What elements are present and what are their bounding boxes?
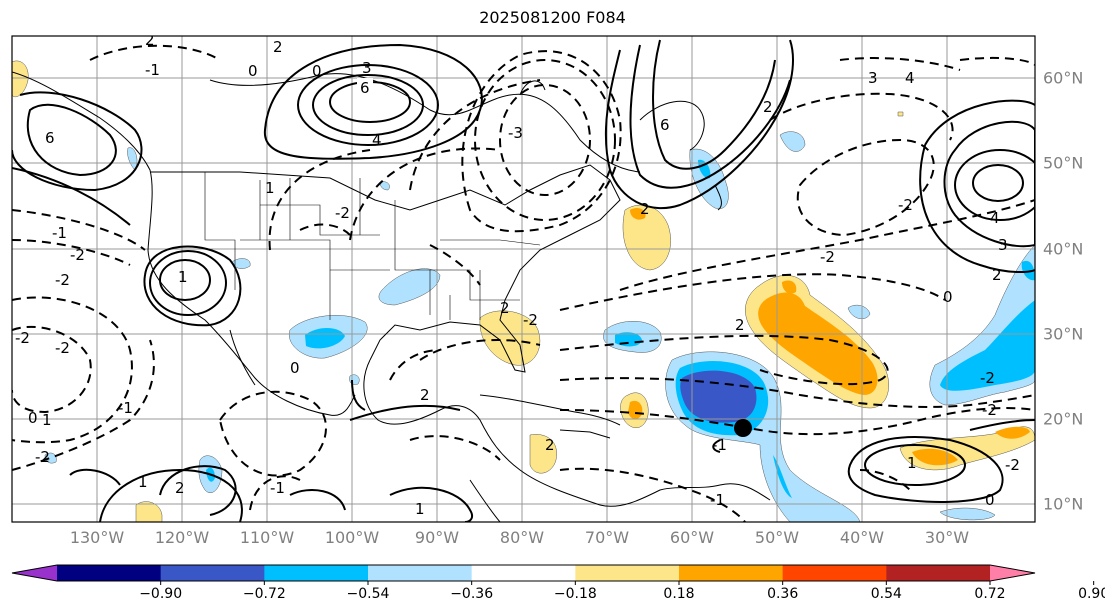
contour-label: -2 [35,448,50,466]
colorbar-tick-label: −0.90 [139,586,183,602]
contour-label: 0 [312,62,322,80]
state-borders [204,172,541,320]
contour-label: 0 [248,62,258,80]
colorbar-tick-label: −0.54 [346,586,390,602]
colorbar-tick-label: −0.36 [450,586,494,602]
lat-label: 60°N [1043,68,1084,88]
colorbar-outline [11,564,1036,582]
colorbar-tick-label: 0.90 [1078,586,1105,602]
lat-label: 50°N [1043,153,1084,173]
contour-label: 1 [265,179,275,197]
contour-label: 2 [763,98,773,116]
contour-label: 0 [290,359,300,377]
colorbar-segment [575,565,680,581]
storm-center-marker [734,419,752,437]
contour-label: 1 [42,411,52,429]
contour-label: 0 [28,409,38,427]
contour-label: 0 [985,491,995,509]
colorbar-tick-label: −0.18 [553,586,597,602]
contour-label: 6 [360,79,370,97]
contour-label: 2 [500,299,510,317]
contour-label: -2 [980,369,995,387]
contour-label: -1 [118,399,133,417]
colorbar-segment [160,565,265,581]
contour-label: 6 [660,116,670,134]
contour-label: 2 [992,266,1002,284]
contour-label: 2 [735,316,745,334]
contour-label: 2 [545,436,555,454]
contour-label: 3 [362,59,372,77]
contour-labels: 6 6 3 4 0 0 2 2 -1 6 -3 4 3 2 4 3 0 -2 -… [15,31,1020,518]
lon-label: 130°W [69,528,125,547]
contour-label: -3 [508,124,523,142]
solid-contours [12,39,1035,522]
contour-label: -1 [52,224,67,242]
contour-label: 2 [273,38,283,56]
colorbar-extend-min [12,565,57,581]
colorbar-segment [264,565,369,581]
lon-label: 60°W [669,528,715,547]
colorbar-segment [886,565,991,581]
lat-label: 10°N [1043,494,1084,514]
lon-label: 30°W [924,528,970,547]
contour-label: -2 [820,248,835,266]
colorbar-segment [471,565,576,581]
contour-label: 2 [640,200,650,218]
contour-label: 1 [415,500,425,518]
contour-label: 6 [45,129,55,147]
map-title: 2025081200 F084 [479,8,626,27]
colorbar-tick-label: 0.18 [663,586,695,602]
contour-label: 0 [943,288,953,306]
contour-label: -1 [712,436,727,454]
colorbar-segment [679,565,784,581]
contour-label: 2 [145,31,155,49]
contour-label: 2 [175,479,185,497]
colorbar-segment [57,565,162,581]
contour-label: -2 [523,311,538,329]
contour-label: -2 [1005,456,1020,474]
lon-label: 120°W [154,528,210,547]
contour-label: -1 [145,61,160,79]
lon-label: 110°W [239,528,295,547]
colorbar-tick-label: 0.36 [767,586,799,602]
colorbar-extend-max [990,565,1035,581]
contour-label: -2 [15,329,30,347]
colorbar-tick-label: −0.72 [242,586,286,602]
contour-label: -2 [898,196,913,214]
map-frame [11,35,1036,523]
contour-label: -2 [335,204,350,222]
colorbar-segment [782,565,887,581]
lon-label: 80°W [499,528,545,547]
contour-label: -2 [982,401,997,419]
contour-label: 4 [990,209,1000,227]
lon-label: 70°W [584,528,630,547]
dashed-contours [12,44,1035,522]
contour-label: 3 [868,69,878,87]
lon-label: 50°W [754,528,800,547]
colorbar-tick-label: 0.72 [974,586,1006,602]
colorbar-segment [368,565,473,581]
contour-label: 3 [998,236,1008,254]
contour-label: -2 [55,271,70,289]
lat-label: 30°N [1043,324,1084,344]
lon-label: 40°W [839,528,885,547]
contour-label: 1 [907,454,917,472]
lat-label: 40°N [1043,239,1084,259]
colorbar [11,564,1095,585]
contour-label: 2 [420,386,430,404]
contour-label: -1 [270,479,285,497]
contour-label: 1 [178,268,188,286]
lon-label: 100°W [324,528,380,547]
contour-label: -1 [710,491,725,509]
contour-label: 4 [905,69,915,87]
contour-label: 1 [138,473,148,491]
contour-label: -2 [70,246,85,264]
lon-label: 90°W [414,528,460,547]
colorbar-tick-label: 0.54 [870,586,902,602]
contour-label: 4 [372,131,382,149]
contour-label: -2 [55,339,70,357]
lat-label: 20°N [1043,409,1084,429]
